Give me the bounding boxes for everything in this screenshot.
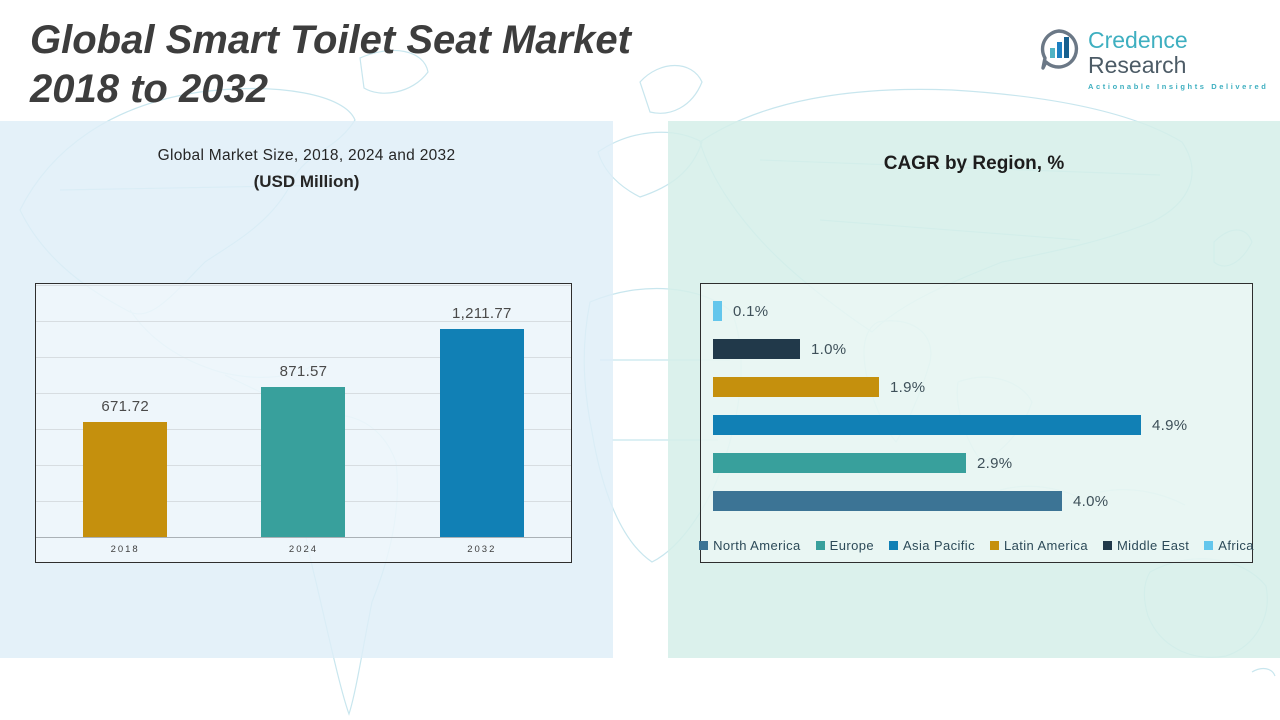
page-title-line1: Global Smart Toilet Seat Market bbox=[30, 18, 631, 62]
bar-value-label: 1,211.77 bbox=[451, 305, 512, 322]
cagr-chart-title: CAGR by Region, % bbox=[883, 153, 1065, 174]
brand-name-primary: Credence bbox=[1088, 27, 1188, 53]
market-size-chart-subtitle: (USD Million) bbox=[253, 172, 360, 191]
legend-label: Middle East bbox=[1116, 538, 1190, 553]
legend-middle-east: Middle East bbox=[1102, 538, 1190, 553]
market-size-chart-title-block: Global Market Size, 2018, 2024 and 2032 … bbox=[0, 121, 613, 192]
cagr-bar-africa bbox=[713, 301, 722, 321]
cagr-bar-middle-east bbox=[713, 339, 800, 359]
bar-column-2018: 671.72 2018 bbox=[83, 284, 168, 555]
brand-name-secondary: Research bbox=[1088, 52, 1187, 79]
cagr-bar-latin-america bbox=[713, 377, 879, 397]
cagr-plot-area: 0.1% 1.0% 1.9% 4.9% 2.9% 4.0% bbox=[713, 301, 1242, 511]
bar-2024 bbox=[261, 387, 346, 537]
legend-latin-america: Latin America bbox=[989, 538, 1088, 553]
brand-tagline: Actionable Insights Delivered bbox=[1088, 81, 1269, 91]
bar-category-label: 2018 bbox=[110, 544, 140, 555]
cagr-row-africa: 0.1% bbox=[713, 301, 1242, 321]
cagr-row-latin-america: 1.9% bbox=[713, 377, 1242, 397]
bar-category-label: 2024 bbox=[288, 544, 319, 555]
cagr-panel: CAGR by Region, % 0.1% 1.0% 1.9% 4.9% 2.9% 4.… bbox=[668, 121, 1280, 658]
legend-label: Latin America bbox=[1003, 538, 1088, 553]
bar-value-label: 871.57 bbox=[279, 363, 328, 380]
legend-label: North America bbox=[713, 538, 801, 553]
legend-swatch-icon bbox=[1102, 541, 1112, 550]
bar-2032 bbox=[439, 329, 524, 537]
market-size-chart-title: Global Market Size, 2018, 2024 and 2032 bbox=[157, 147, 456, 164]
cagr-row-asia-pacific: 4.9% bbox=[713, 415, 1242, 435]
legend-swatch-icon bbox=[815, 541, 825, 550]
legend-label: Asia Pacific bbox=[902, 538, 975, 553]
legend-africa: Africa bbox=[1204, 538, 1254, 553]
legend-asia-pacific: Asia Pacific bbox=[888, 538, 975, 553]
bar-value-label: 671.72 bbox=[101, 398, 149, 415]
legend-europe: Europe bbox=[815, 538, 874, 553]
cagr-row-north-america: 4.0% bbox=[713, 491, 1242, 511]
cagr-legend: North America Europe Asia Pacific Latin Ame… bbox=[699, 538, 1254, 553]
legend-swatch-icon bbox=[989, 541, 999, 550]
bar-column-2032: 1,211.77 2032 bbox=[439, 284, 524, 555]
legend-label: Africa bbox=[1218, 538, 1254, 553]
cagr-bar-europe bbox=[713, 453, 966, 473]
bar-2018 bbox=[83, 422, 168, 537]
legend-swatch-icon bbox=[888, 541, 898, 550]
page-title: Global Smart Toilet Seat Market 2018 to … bbox=[30, 16, 631, 114]
bar-chart-bubble-icon bbox=[1038, 28, 1080, 75]
cagr-value-label: 0.1% bbox=[733, 302, 769, 320]
cagr-value-label: 2.9% bbox=[977, 454, 1013, 472]
legend-swatch-icon bbox=[699, 541, 709, 550]
page-title-line2: 2018 to 2032 bbox=[30, 66, 268, 111]
cagr-chart-box: 0.1% 1.0% 1.9% 4.9% 2.9% 4.0% North America Eu… bbox=[699, 283, 1254, 563]
cagr-value-label: 4.0% bbox=[1073, 492, 1109, 510]
cagr-bar-asia-pacific bbox=[713, 415, 1141, 435]
cagr-row-middle-east: 1.0% bbox=[713, 339, 1242, 359]
cagr-bar-north-america bbox=[713, 491, 1062, 511]
market-size-panel: Global Market Size, 2018, 2024 and 2032 … bbox=[0, 121, 613, 658]
legend-swatch-icon bbox=[1204, 541, 1214, 550]
cagr-value-label: 1.0% bbox=[811, 340, 847, 358]
brand-name: Credence Research bbox=[1088, 27, 1280, 79]
bar-category-label: 2032 bbox=[467, 544, 497, 555]
cagr-row-europe: 2.9% bbox=[713, 453, 1242, 473]
cagr-value-label: 1.9% bbox=[890, 378, 926, 396]
legend-label: Europe bbox=[829, 538, 874, 553]
market-size-chart-box: 671.72 2018 871.57 2024 1,211.77 2032 bbox=[35, 283, 572, 563]
credence-research-logo: Credence Research Actionable Insights De… bbox=[1038, 27, 1280, 91]
market-size-plot-area: 671.72 2018 871.57 2024 1,211.77 2032 bbox=[36, 284, 571, 555]
bar-column-2024: 871.57 2024 bbox=[261, 284, 346, 555]
cagr-value-label: 4.9% bbox=[1152, 416, 1188, 434]
legend-north-america: North America bbox=[699, 538, 801, 553]
